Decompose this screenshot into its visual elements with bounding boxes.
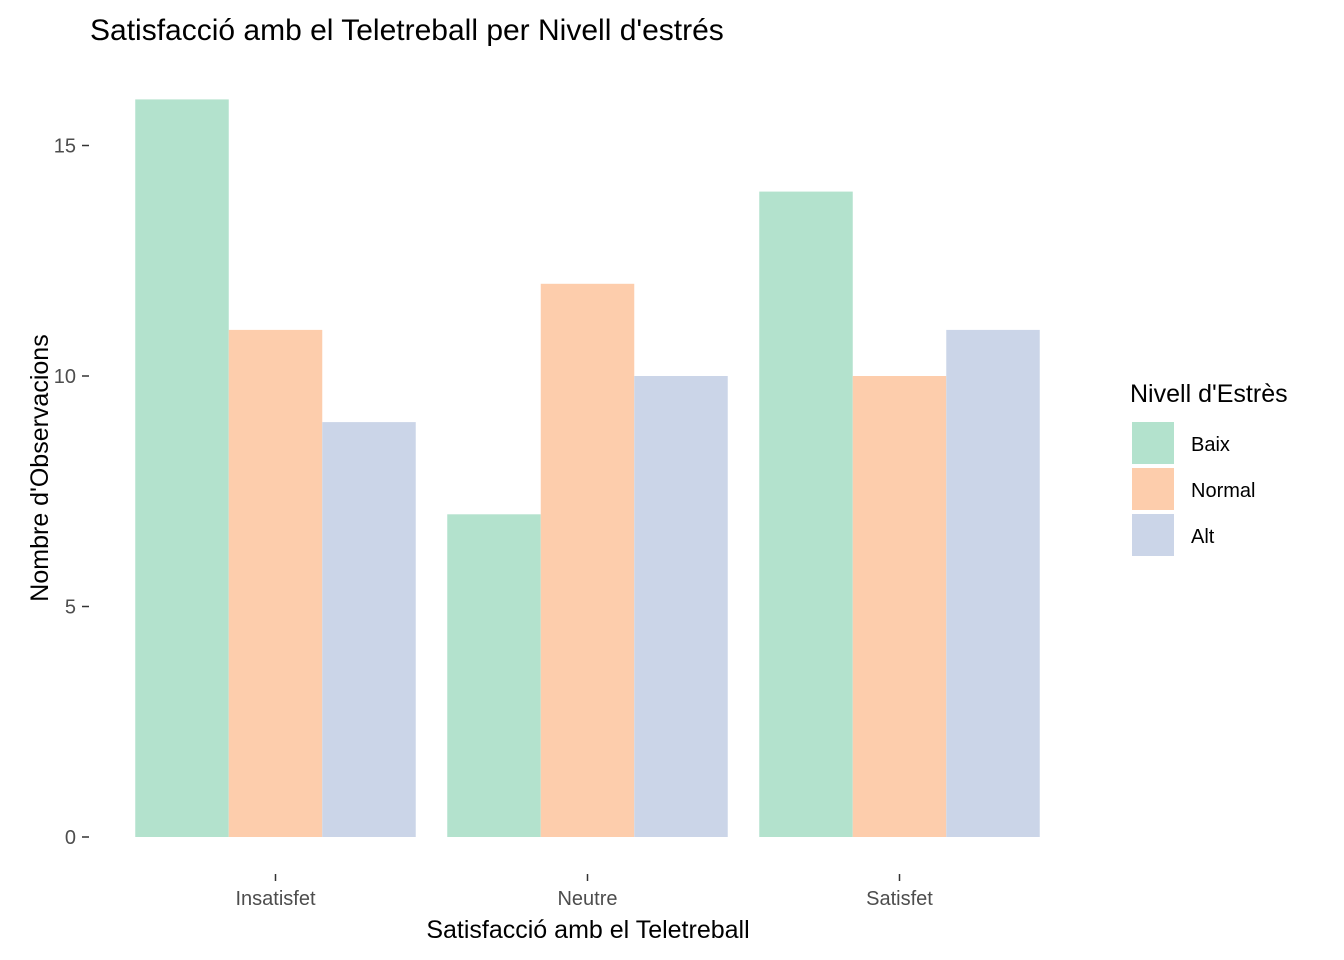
x-axis: Insatisfet Neutre Satisfet <box>235 874 933 910</box>
bar-baix-satisfet <box>759 191 853 838</box>
chart-title: Satisfacció amb el Teletreball per Nivel… <box>90 14 724 47</box>
legend-key-normal <box>1132 468 1174 510</box>
y-axis: 0 5 10 15 <box>54 136 89 849</box>
bar-baix-insatisfet <box>135 99 229 837</box>
bar-baix-neutre <box>447 514 541 837</box>
y-tick-label: 10 <box>54 366 76 388</box>
bar-alt-satisfet <box>946 329 1040 837</box>
bar-alt-insatisfet <box>322 422 416 837</box>
legend-key-alt <box>1132 514 1174 556</box>
y-axis-title: Nombre d'Observacions <box>26 334 54 601</box>
legend-label-alt: Alt <box>1191 526 1215 548</box>
legend-key-baix <box>1132 422 1174 464</box>
legend: Nivell d'Estrès Baix Normal Alt <box>1130 380 1288 556</box>
x-tick-label: Neutre <box>557 888 617 910</box>
legend-label-baix: Baix <box>1191 434 1230 456</box>
bars-group <box>135 99 1040 838</box>
y-tick-label: 15 <box>54 136 76 158</box>
legend-label-normal: Normal <box>1191 480 1255 502</box>
bar-alt-neutre <box>634 376 728 837</box>
y-tick-label: 0 <box>65 827 76 849</box>
bar-normal-insatisfet <box>228 329 323 837</box>
x-axis-title: Satisfacció amb el Teletreball <box>426 916 749 944</box>
x-tick-label: Satisfet <box>866 888 933 910</box>
x-tick-label: Insatisfet <box>235 888 315 910</box>
y-tick-label: 5 <box>65 597 76 619</box>
bar-normal-neutre <box>540 283 635 837</box>
legend-title: Nivell d'Estrès <box>1130 380 1288 408</box>
bar-normal-satisfet <box>852 376 947 837</box>
